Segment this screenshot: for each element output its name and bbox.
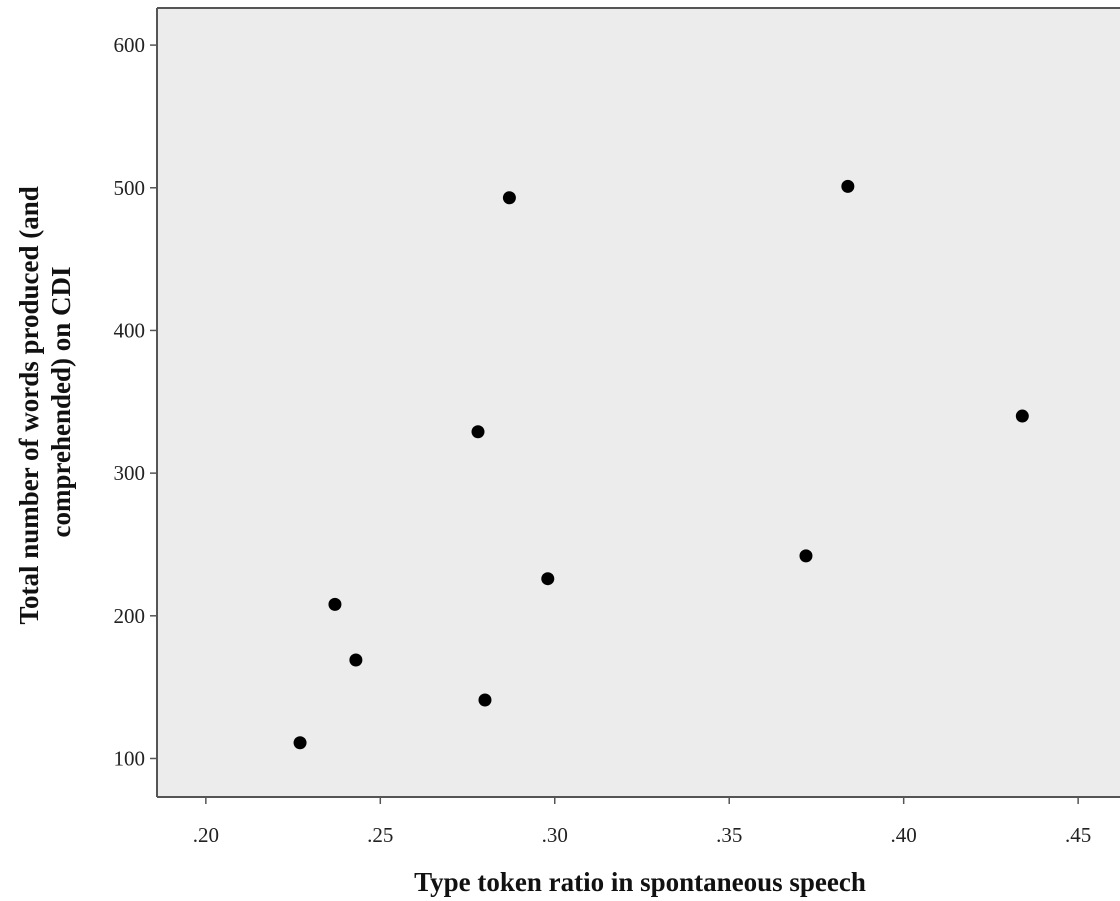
x-axis-ticks: .20 .25 .30 .35 .40 .45 bbox=[193, 797, 1091, 847]
data-point bbox=[349, 653, 363, 667]
y-tick-label: 100 bbox=[114, 746, 146, 770]
x-tick-label: .45 bbox=[1065, 823, 1091, 847]
x-tick-label: .35 bbox=[716, 823, 742, 847]
data-points bbox=[293, 179, 1029, 750]
y-axis-title: Total number of words produced (and comp… bbox=[14, 179, 76, 624]
data-point bbox=[541, 572, 555, 586]
y-axis-ticks: 100 200 300 400 500 600 bbox=[114, 33, 157, 770]
data-point bbox=[478, 693, 492, 707]
data-point bbox=[293, 736, 307, 750]
y-tick-label: 500 bbox=[114, 176, 146, 200]
x-tick-label: .40 bbox=[891, 823, 917, 847]
data-point bbox=[328, 597, 342, 611]
x-tick-label: .30 bbox=[542, 823, 568, 847]
y-axis-title-line-2: comprehended) on CDI bbox=[46, 266, 76, 537]
x-tick-label: .25 bbox=[367, 823, 393, 847]
data-point bbox=[799, 549, 813, 563]
data-point bbox=[841, 179, 855, 193]
y-tick-label: 200 bbox=[114, 604, 146, 628]
y-tick-label: 600 bbox=[114, 33, 146, 57]
x-axis-title: Type token ratio in spontaneous speech bbox=[414, 867, 866, 897]
x-tick-label: .20 bbox=[193, 823, 219, 847]
y-tick-label: 400 bbox=[114, 318, 146, 342]
y-tick-label: 300 bbox=[114, 461, 146, 485]
plot-area bbox=[157, 8, 1120, 797]
data-point bbox=[502, 191, 516, 205]
data-point bbox=[1015, 409, 1029, 423]
data-point bbox=[471, 425, 485, 439]
y-axis-title-line-1: Total number of words produced (and bbox=[14, 186, 44, 624]
